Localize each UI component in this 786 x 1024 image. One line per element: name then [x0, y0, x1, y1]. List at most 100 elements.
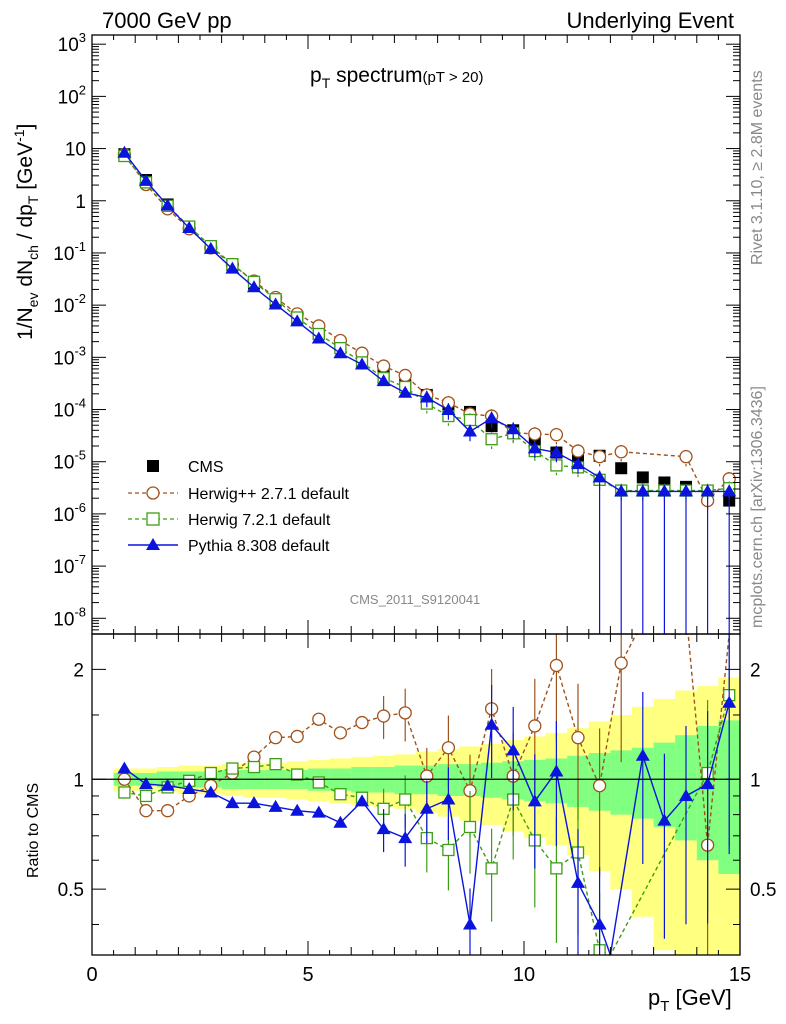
- ratio-point: [226, 762, 239, 775]
- ratio-point: [549, 658, 564, 673]
- band-inner-segment: [610, 750, 633, 815]
- y-tick-label: 10-8: [53, 604, 86, 630]
- ratio-point: [614, 656, 628, 670]
- ratio-point: [312, 776, 325, 789]
- ratio-plot: [117, 634, 737, 955]
- ratio-point: [311, 805, 326, 818]
- ratio-point: [247, 796, 261, 809]
- ratio-point: [398, 831, 413, 844]
- data-point: [333, 346, 348, 359]
- mcplots-label: mcplots.cern.ch [arXiv:1306.3436]: [749, 386, 766, 628]
- y-tick-label: 10-3: [53, 343, 86, 369]
- series-line: [123, 155, 730, 492]
- ratio-point: [463, 820, 477, 834]
- data-point: [182, 221, 197, 234]
- ratio-point: [139, 804, 153, 818]
- ratio-point: [290, 729, 304, 744]
- ratio-point: [334, 788, 347, 801]
- data-point: [679, 450, 693, 464]
- ratio-point: [550, 862, 563, 875]
- ratio-point: [549, 764, 564, 777]
- data-point: [615, 462, 628, 475]
- ratio-point: [290, 803, 305, 816]
- data-point: [614, 445, 628, 459]
- series-line: [123, 152, 730, 493]
- ratio-point: [506, 743, 521, 756]
- ratio-point: [679, 788, 693, 801]
- y-tick-label: 103: [58, 30, 86, 56]
- data-point: [549, 428, 564, 442]
- y-tick-label: 10-1: [53, 239, 86, 265]
- ratio-tick-label: 1: [73, 770, 84, 791]
- legend-item-herwigpp: Herwig++ 2.7.1 default: [128, 486, 350, 503]
- data-point: [722, 484, 737, 497]
- y-tick-label: 10-6: [53, 500, 86, 526]
- svg-text:CMS: CMS: [188, 459, 224, 476]
- y-tick-label: 10-5: [53, 448, 86, 474]
- ratio-tick-label-right: 0.5: [750, 880, 776, 901]
- series-0: [118, 148, 736, 507]
- data-point: [679, 484, 693, 497]
- data-point: [398, 385, 413, 398]
- ratio-point: [722, 695, 737, 708]
- ratio-point: [442, 843, 455, 857]
- ratio-point: [441, 792, 456, 805]
- data-point: [441, 402, 456, 415]
- series-line: [123, 154, 730, 502]
- svg-text:1/Nev dNch / dpT [GeV-1]: 1/Nev dNch / dpT [GeV-1]: [11, 124, 41, 340]
- y-tick-label: 102: [58, 82, 86, 108]
- watermark: CMS_2011_S9120041: [350, 592, 481, 607]
- ratio-point: [485, 862, 498, 875]
- data-point: [614, 484, 629, 497]
- rivet-label: Rivet 3.1.10, ≥ 2.8M events: [749, 70, 766, 265]
- data-point: [636, 471, 649, 484]
- ratio-point: [527, 794, 542, 807]
- data-point: [376, 359, 391, 373]
- ratio-point: [117, 761, 132, 774]
- header-right: Underlying Event: [566, 8, 734, 33]
- y-axis-label-top: 1/Nev dNch / dpT [GeV-1]: [11, 124, 41, 340]
- data-point: [527, 441, 542, 454]
- ratio-point: [420, 769, 434, 783]
- ratio-point: [657, 813, 672, 826]
- y-tick-label: 10-4: [53, 396, 86, 422]
- data-point: [549, 445, 564, 458]
- y-tick-label: 10-2: [53, 291, 86, 317]
- ratio-point: [571, 731, 585, 745]
- data-point: [484, 411, 499, 424]
- ratio-point: [160, 804, 175, 818]
- ratio-point: [441, 741, 456, 755]
- ratio-point: [333, 815, 348, 828]
- ratio-point: [204, 766, 217, 780]
- data-point: [355, 357, 369, 370]
- ratio-tick-label: 2: [73, 660, 84, 681]
- data-point: [160, 198, 175, 211]
- legend-item-cms: CMS: [147, 459, 224, 476]
- data-point: [506, 422, 521, 435]
- series-1: [117, 147, 736, 511]
- data-point: [225, 261, 240, 274]
- ratio-point: [312, 712, 326, 726]
- x-tick-label: 5: [302, 964, 313, 986]
- data-point: [463, 424, 477, 437]
- legend-item-herwig7: Herwig 7.2.1 default: [128, 512, 331, 529]
- ratio-point: [592, 779, 607, 793]
- ratio-point: [203, 785, 218, 798]
- chart-title: pT spectrum(pT > 20): [310, 64, 483, 91]
- ratio-point: [592, 917, 607, 930]
- header-left: 7000 GeV pp: [102, 8, 232, 33]
- data-point: [700, 484, 715, 497]
- svg-text:pT spectrum(pT > 20): pT spectrum(pT > 20): [310, 64, 483, 91]
- ratio-point: [291, 768, 304, 781]
- data-point: [311, 331, 326, 344]
- svg-text:Pythia 8.308 default: Pythia 8.308 default: [188, 538, 330, 555]
- ratio-point: [139, 777, 153, 790]
- ratio-point: [225, 796, 240, 809]
- ratio-point: [355, 715, 369, 730]
- y-axis-label-bottom: Ratio to CMS: [25, 783, 42, 878]
- ratio-tick-label-right: 1: [750, 770, 761, 791]
- ratio-series-2: [117, 634, 737, 955]
- axes-frame: 10-810-710-610-510-410-310-210-111010210…: [53, 30, 776, 986]
- ratio-point: [376, 709, 391, 723]
